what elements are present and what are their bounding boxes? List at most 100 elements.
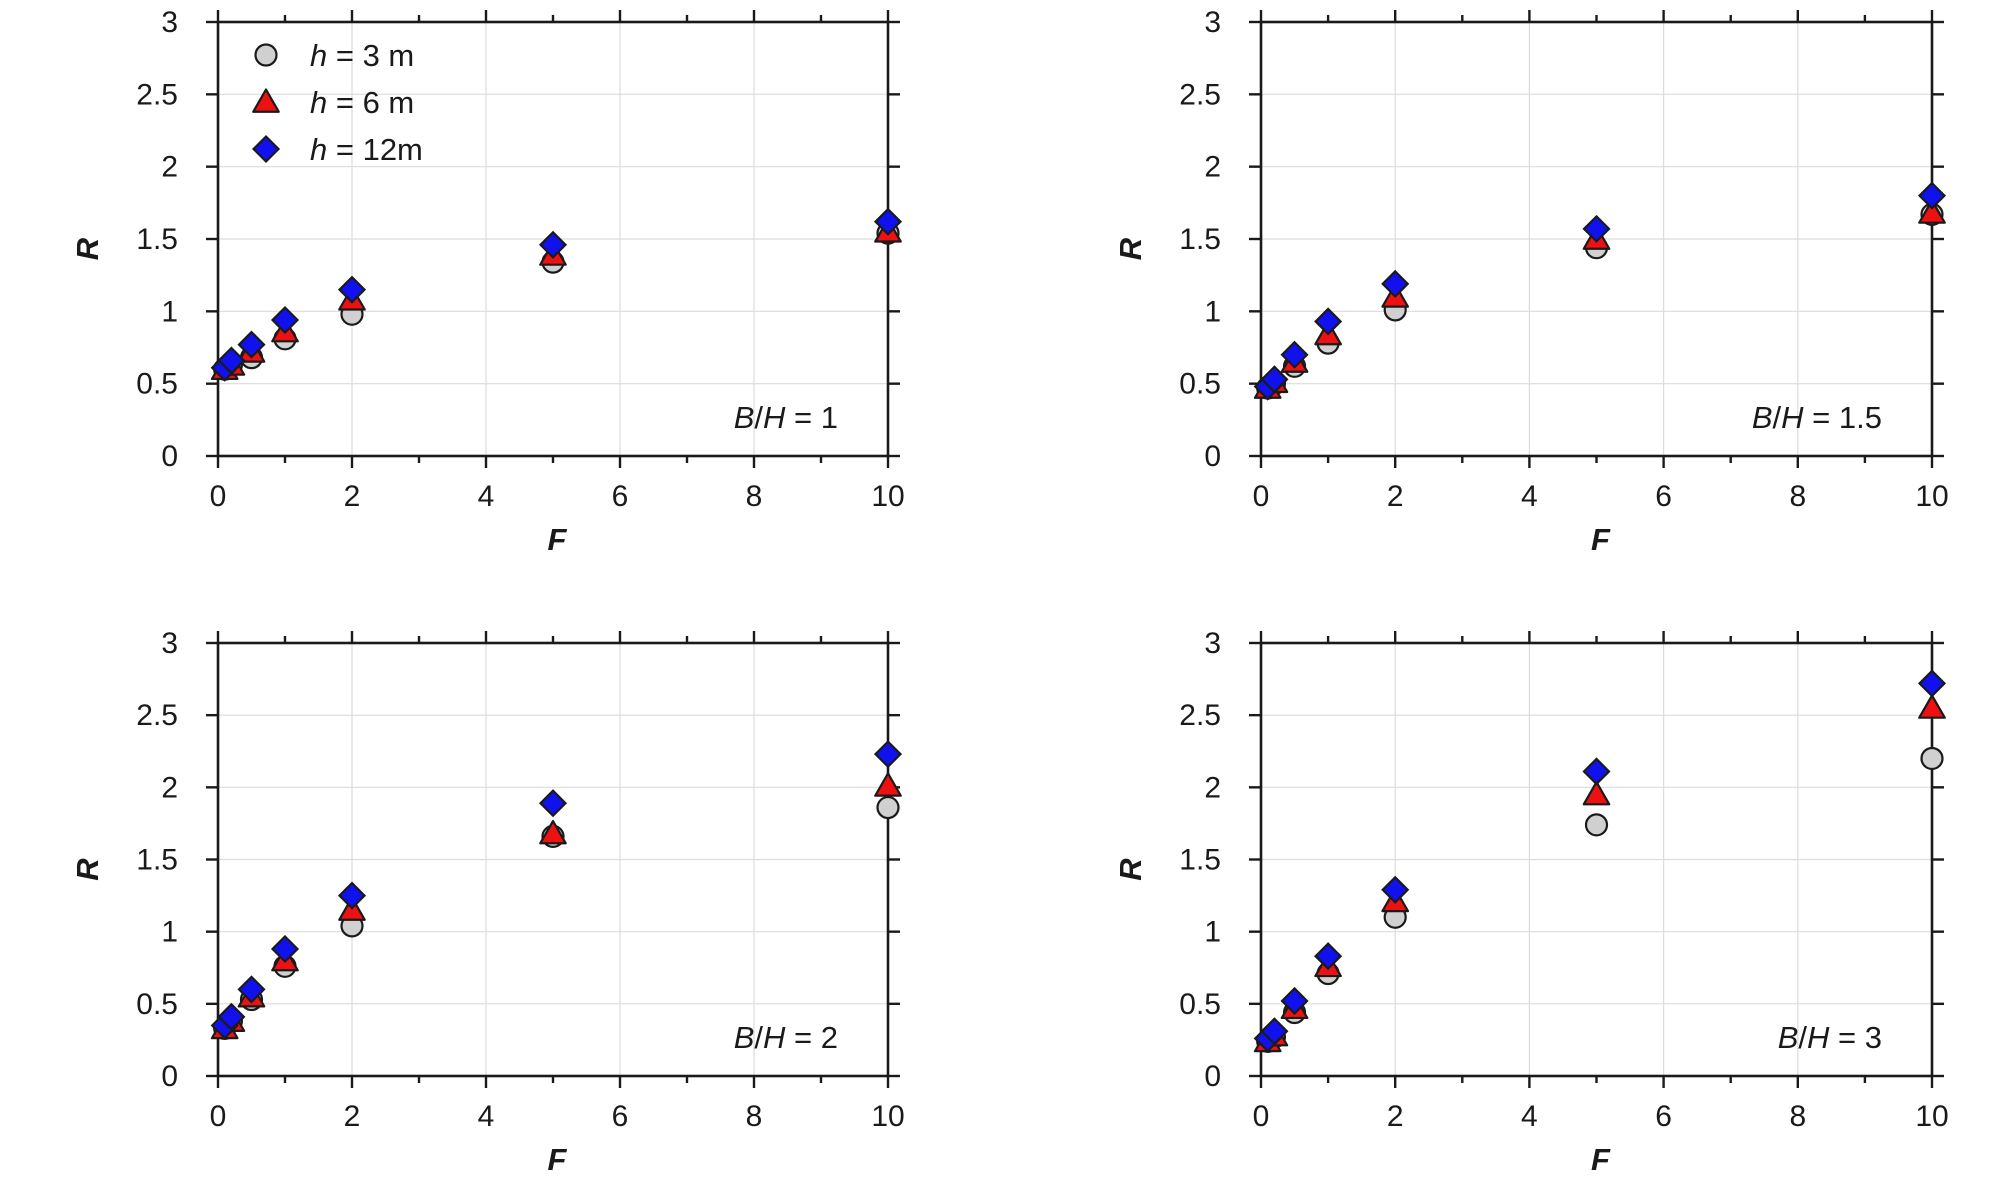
y-tick-label: 0 <box>1204 1060 1221 1093</box>
annotation-part: H <box>1807 1020 1830 1055</box>
y-tick-label: 0 <box>1204 440 1221 473</box>
x-tick-label: 6 <box>1655 480 1672 513</box>
y-tick-label: 0.5 <box>1179 988 1221 1021</box>
annotation-part: / <box>1798 1020 1807 1055</box>
annotation-part: = 2 <box>785 1020 838 1055</box>
y-tick-label: 2.5 <box>136 78 178 111</box>
legend-label: h = 3 m <box>310 38 414 73</box>
data-point-triangle <box>874 772 902 797</box>
legend-label-part: = 12m <box>327 132 423 167</box>
data-point-diamond <box>337 881 367 910</box>
data-point-diamond <box>1917 181 1947 210</box>
x-tick-label: 10 <box>1915 480 1948 513</box>
panel-annotation: B/H = 1.5 <box>1752 400 1882 435</box>
data-point-triangle <box>1918 694 1946 719</box>
data-point-diamond <box>873 207 903 236</box>
y-tick-label: 1 <box>1204 916 1221 949</box>
annotation-part: B <box>734 400 755 435</box>
x-tick-label: 4 <box>478 480 495 513</box>
legend-marker-circle <box>254 43 278 67</box>
annotation-part: H <box>763 1020 786 1055</box>
x-tick-label: 10 <box>871 1100 904 1133</box>
y-axis-title: R <box>70 237 105 260</box>
y-tick-label: 3 <box>161 6 178 39</box>
panel-annotation: B/H = 2 <box>734 1020 838 1055</box>
series-3 <box>210 207 903 382</box>
y-axis-title: R <box>1113 237 1148 260</box>
x-axis-title: F <box>548 522 568 557</box>
y-axis-title: R <box>1113 858 1148 881</box>
y-tick-label: 2.5 <box>1179 699 1221 732</box>
x-axis-title: F <box>1591 522 1611 557</box>
data-point-triangle <box>1918 199 1946 224</box>
annotation-part: / <box>754 400 763 435</box>
y-tick-label: 1.5 <box>1179 223 1221 256</box>
annotation-part: / <box>754 1020 763 1055</box>
legend-label-part: h <box>310 132 327 167</box>
x-tick-label: 4 <box>478 1100 495 1133</box>
series-3 <box>1253 181 1947 401</box>
x-tick-label: 2 <box>344 480 361 513</box>
y-tick-label: 0 <box>161 440 178 473</box>
y-tick-label: 1 <box>1204 295 1221 328</box>
y-tick-label: 1.5 <box>1179 844 1221 877</box>
data-point-diamond <box>337 275 367 304</box>
x-tick-label: 8 <box>746 480 763 513</box>
y-tick-label: 2 <box>1204 151 1221 184</box>
x-tick-label: 8 <box>1789 480 1806 513</box>
annotation-part: / <box>1773 400 1782 435</box>
data-point-diamond <box>1280 986 1309 1016</box>
data-point-diamond <box>1260 365 1289 394</box>
data-point-diamond <box>873 740 903 769</box>
y-tick-label: 1 <box>161 295 178 328</box>
data-point-diamond <box>1280 340 1309 369</box>
data-point-diamond <box>1314 942 1343 971</box>
x-tick-label: 2 <box>1387 1100 1404 1133</box>
x-axis-title: F <box>1591 1142 1611 1177</box>
legend-marker-triangle <box>252 88 280 113</box>
data-point-diamond <box>237 330 266 359</box>
data-point-diamond <box>270 305 300 335</box>
annotation-part: B <box>1752 400 1773 435</box>
y-tick-label: 2 <box>161 151 178 184</box>
data-point-diamond <box>270 934 300 964</box>
legend: h = 3 mh = 6 mh = 12m <box>251 38 423 167</box>
annotation-part: = 3 <box>1829 1020 1882 1055</box>
x-tick-label: 2 <box>1387 480 1404 513</box>
data-point-diamond <box>1381 269 1410 298</box>
data-point-diamond <box>538 230 568 259</box>
series-3 <box>1253 669 1947 1053</box>
data-point-triangle <box>1582 780 1611 806</box>
y-tick-label: 0.5 <box>1179 368 1221 401</box>
data-point-triangle <box>539 819 567 845</box>
y-tick-label: 2.5 <box>136 699 178 732</box>
legend-label-part: h <box>310 38 327 73</box>
panel-annotation: B/H = 1 <box>734 400 838 435</box>
panel-2: 0 2 4 6 8 10 0 0.5 1 1.5 2 2.5 3 F R B/H = 1.5 <box>1113 6 1949 557</box>
panel-3: 0 2 4 6 8 10 0 0.5 1 1.5 2 2.5 3 F R B/H = 2 <box>70 627 905 1177</box>
data-point-circle <box>876 795 900 820</box>
legend-label-part: = 3 m <box>327 38 414 73</box>
data-point-diamond <box>1582 757 1611 786</box>
x-tick-label: 10 <box>871 480 904 513</box>
y-tick-label: 1.5 <box>136 223 178 256</box>
annotation-part: = 1.5 <box>1804 400 1882 435</box>
y-tick-label: 0.5 <box>136 988 178 1021</box>
annotation-part: B <box>734 1020 755 1055</box>
x-tick-label: 0 <box>210 480 227 513</box>
data-point-diamond <box>1260 1017 1289 1046</box>
legend-label: h = 6 m <box>310 85 414 120</box>
legend-label-part: = 6 m <box>327 85 414 120</box>
x-tick-label: 6 <box>1655 1100 1672 1133</box>
legend-marker-diamond <box>251 134 281 164</box>
x-tick-label: 6 <box>612 1100 629 1133</box>
x-tick-label: 2 <box>344 1100 361 1133</box>
y-tick-label: 3 <box>161 627 178 660</box>
x-tick-label: 0 <box>1253 1100 1270 1133</box>
y-tick-label: 1 <box>161 916 178 949</box>
x-tick-label: 4 <box>1521 480 1538 513</box>
annotation-part: B <box>1778 1020 1799 1055</box>
x-tick-label: 8 <box>1789 1100 1806 1133</box>
legend-label: h = 12m <box>310 132 423 167</box>
